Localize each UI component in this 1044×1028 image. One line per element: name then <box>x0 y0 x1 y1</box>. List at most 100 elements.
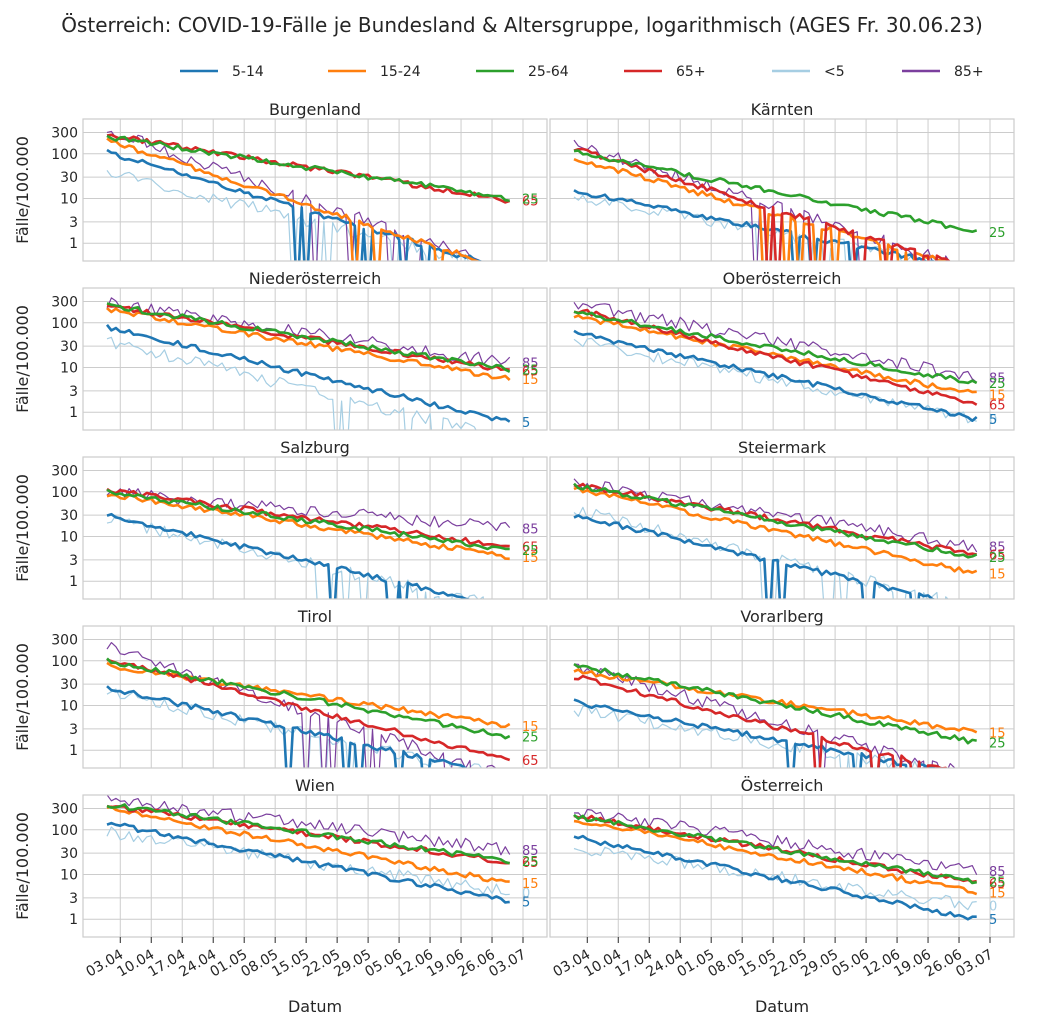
series-line-65+ <box>106 658 511 762</box>
panel-lines <box>106 130 511 261</box>
series-line-65+ <box>573 147 952 261</box>
series-end-label: 5 <box>989 413 997 428</box>
y-tick-label: 1 <box>69 574 78 590</box>
series-line-25-64 <box>573 813 977 885</box>
y-axis-label: Fälle/100.000 <box>13 812 32 920</box>
panel-grid <box>550 626 1014 768</box>
x-axis-label: Datum <box>288 997 342 1016</box>
panel-lines <box>106 487 511 599</box>
series-end-label: 15 <box>522 373 539 388</box>
y-axis-label: Fälle/100.000 <box>13 305 32 413</box>
panel-lines <box>573 139 978 261</box>
legend-label: 25-64 <box>528 64 569 80</box>
series-line-25-64 <box>106 488 510 551</box>
panel-frame <box>82 287 548 431</box>
panel-grid <box>83 626 547 768</box>
panel-Österreich: Österreich085515652503.0410.0417.0424.04… <box>549 776 1015 1016</box>
y-tick-label: 100 <box>51 147 78 163</box>
y-tick-label: 300 <box>51 294 78 310</box>
y-tick-label: 3 <box>69 722 78 738</box>
series-line-5-14 <box>573 698 947 768</box>
y-axis-label: Fälle/100.000 <box>13 136 32 244</box>
panel-title: Burgenland <box>269 100 361 119</box>
panel-frame <box>549 625 1015 769</box>
panel-title: Wien <box>295 776 335 795</box>
series-end-label: 65 <box>522 365 539 380</box>
chart-title: Österreich: COVID-19-Fälle je Bundesland… <box>61 13 983 37</box>
series-line-85+ <box>573 301 978 383</box>
y-tick-label: 1 <box>69 405 78 421</box>
panel-title: Österreich <box>741 776 824 795</box>
y-tick-label: 10 <box>60 191 78 207</box>
series-end-label: 25 <box>989 875 1006 890</box>
series-line-25-64 <box>106 134 510 202</box>
series-line-<5 <box>106 826 510 896</box>
series-line-15-24 <box>106 661 511 729</box>
series-end-label: 0 <box>989 900 997 915</box>
series-line-25-64 <box>573 482 978 559</box>
series-end-label: 85 <box>522 844 539 859</box>
panel-frame <box>549 456 1015 600</box>
panel-frame <box>82 794 548 938</box>
series-end-label: 25 <box>989 377 1006 392</box>
series-end-label: 25 <box>989 226 1006 241</box>
y-tick-label: 1 <box>69 236 78 252</box>
series-end-label: 25 <box>522 364 539 379</box>
series-line-85+ <box>106 297 511 366</box>
series-end-label: 85 <box>989 371 1006 386</box>
panel-frame <box>549 794 1015 938</box>
panel-lines <box>573 808 978 921</box>
y-tick-label: 300 <box>51 463 78 479</box>
panel-title: Steiermark <box>738 438 827 457</box>
panel-title: Salzburg <box>280 438 350 457</box>
series-end-label: 65 <box>989 398 1006 413</box>
series-line-<5 <box>106 514 485 599</box>
panel-lines <box>573 301 978 424</box>
series-end-label: 15 <box>989 726 1006 741</box>
series-line-25-64 <box>106 803 510 865</box>
series-end-label: 65 <box>989 548 1006 563</box>
series-end-label: 5 <box>522 895 530 910</box>
panel-Salzburg: Salzburg 1 3 10 30 100 300 Fälle/100.000 85 15652… <box>13 438 548 600</box>
panel-Tirol: Tirol 1 3 10 30 100 300 Fälle/100.000 15 65 25 <box>13 607 548 769</box>
series-line-25-64 <box>573 663 977 745</box>
panel-grid <box>83 119 547 261</box>
series-end-label: 15 <box>522 877 539 892</box>
panel-lines <box>573 478 978 599</box>
panel-title: Vorarlberg <box>740 607 823 626</box>
panel-frame <box>549 287 1015 431</box>
y-tick-label: 1 <box>69 743 78 759</box>
panel-lines <box>106 795 511 904</box>
y-tick-label: 100 <box>51 823 78 839</box>
series-line-25-64 <box>573 310 978 385</box>
series-line-5-14 <box>573 329 978 422</box>
legend-label: <5 <box>824 64 845 80</box>
series-line-15-24 <box>573 819 978 896</box>
series-end-label: 25 <box>522 731 539 746</box>
series-line-85+ <box>106 130 498 261</box>
y-tick-label: 3 <box>69 384 78 400</box>
y-tick-label: 100 <box>51 485 78 501</box>
y-tick-label: 1 <box>69 912 78 928</box>
panel-frame <box>82 456 548 600</box>
y-tick-label: 30 <box>60 846 78 862</box>
series-line-5-14 <box>106 512 475 599</box>
series-line-85+ <box>106 642 497 768</box>
y-tick-label: 300 <box>51 801 78 817</box>
series-line-15-24 <box>106 137 481 261</box>
y-tick-label: 3 <box>69 553 78 569</box>
series-line-5-14 <box>573 514 937 599</box>
y-tick-label: 100 <box>51 654 78 670</box>
panel-title: Kärnten <box>751 100 814 119</box>
panel-Niederösterreich: Niederösterreich 1 3 10 30 100 300 Fälle/100.00… <box>13 269 548 431</box>
panel-lines <box>106 642 511 768</box>
series-line-15-24 <box>573 314 977 394</box>
series-line-15-24 <box>106 805 510 883</box>
y-tick-label: 10 <box>60 867 78 883</box>
series-end-label: 0 <box>522 886 530 901</box>
